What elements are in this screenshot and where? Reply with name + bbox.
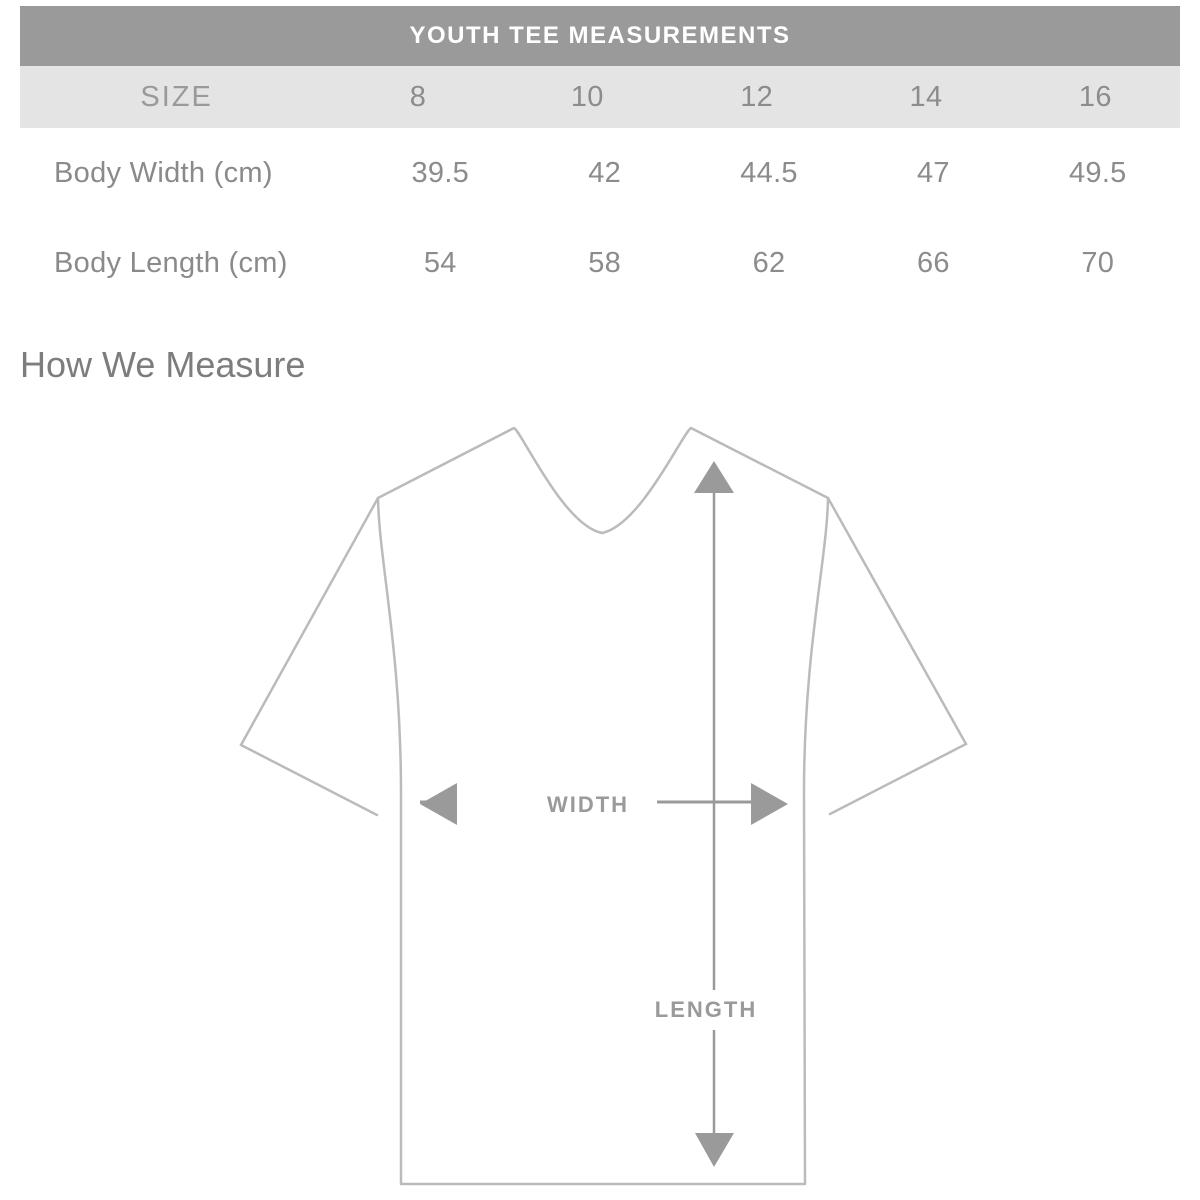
svg-text:WIDTH: WIDTH	[547, 792, 629, 817]
svg-text:LENGTH: LENGTH	[655, 997, 757, 1022]
